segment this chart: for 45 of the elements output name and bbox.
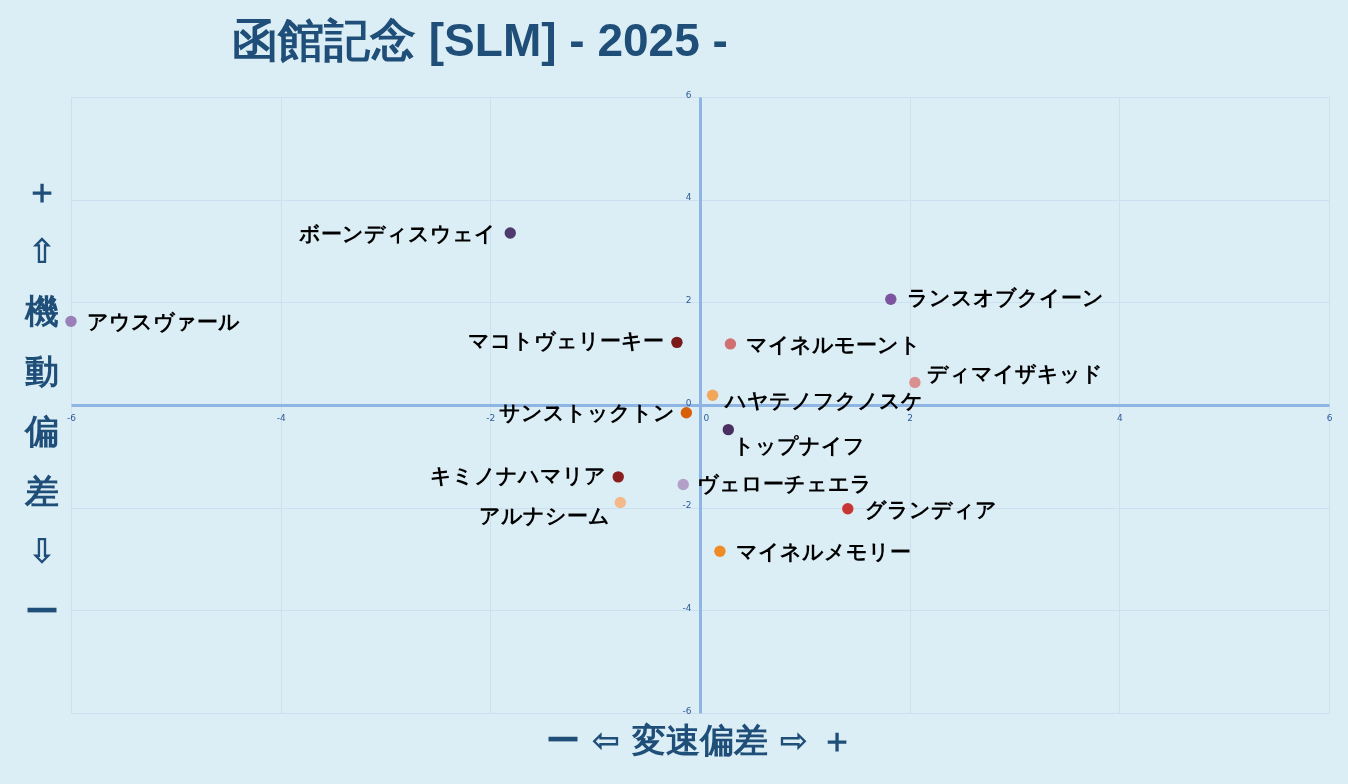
x-tick-label: -2: [486, 412, 496, 423]
point: [885, 293, 897, 305]
point: [504, 227, 516, 239]
series-label: ランスオブクイーン: [906, 286, 1104, 311]
series-label: マイネルモーント: [746, 332, 922, 357]
series-label: ディマイザキッド: [926, 362, 1103, 387]
x-tick-label: -6: [67, 412, 77, 423]
point: [680, 407, 693, 419]
point: [909, 376, 921, 389]
x-tick-label: -4: [276, 412, 286, 423]
point: [65, 315, 77, 328]
series-label: サンストックトン: [499, 400, 676, 425]
point: [842, 503, 854, 515]
point: [714, 545, 726, 557]
y-axis-title: ＋ ⇧ 機動偏差 ⇩ ー: [23, 171, 59, 631]
y-tick-label: -4: [682, 602, 692, 613]
point: [612, 471, 624, 483]
series-label: アルナシーム: [479, 503, 611, 528]
x-tick-label: 2: [907, 412, 914, 423]
series-label: アウスヴァール: [87, 310, 240, 335]
series-label: マイネルメモリー: [735, 540, 911, 565]
series-label: ハヤテノフクノスケ: [722, 389, 923, 414]
series-label: ヴェローチェエラ: [697, 471, 873, 496]
chart-title: 函館記念 [SLM] - 2025 -: [232, 14, 728, 66]
point: [614, 496, 627, 509]
x-tick-label: 4: [1116, 412, 1123, 423]
point: [671, 336, 683, 349]
point: [677, 478, 689, 491]
x-tick-label: 0: [703, 412, 710, 423]
y-tick-label: -2: [682, 500, 692, 511]
point: [722, 423, 735, 436]
series-label: マコトヴェリーキー: [467, 329, 664, 354]
y-tick-label: 4: [685, 192, 692, 203]
point: [706, 389, 719, 401]
series-label: キミノナハマリア: [430, 463, 607, 488]
x-tick-label: 6: [1326, 412, 1333, 423]
x-axis-title: ー ⇦ 変速偏差 ⇨ ＋: [545, 720, 855, 760]
point: [724, 338, 737, 350]
y-tick-label: -6: [682, 705, 692, 716]
y-tick-label: 0: [685, 397, 692, 408]
series-label: グランディア: [864, 497, 997, 522]
y-tick-label: 6: [685, 89, 692, 100]
series-label: トップナイフ: [733, 433, 866, 458]
series-label: ボーンディスウェイ: [298, 222, 497, 247]
y-tick-label: 2: [685, 294, 692, 305]
